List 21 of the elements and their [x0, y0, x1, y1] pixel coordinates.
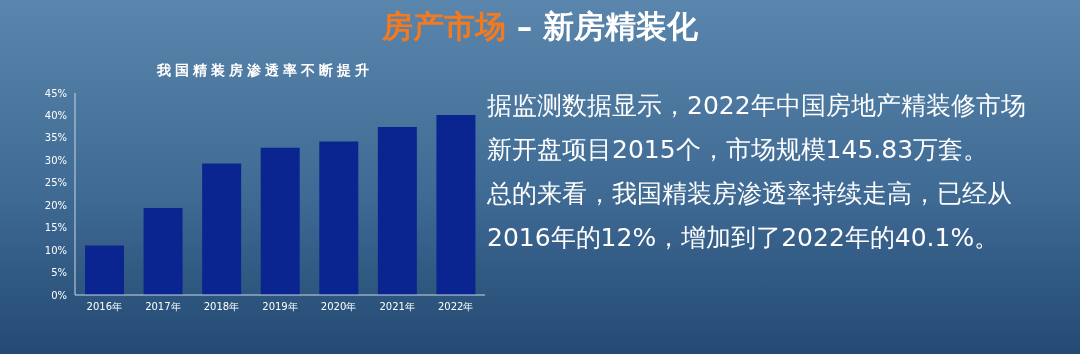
y-tick-label: 35% [44, 132, 67, 144]
x-tick-label: 2017年 [145, 301, 181, 313]
text: 据监测数据显示，2022年中国房地产精装修市场新开盘项目2015个，市场规模145.83万套。 [487, 90, 1027, 166]
y-tick-label: 10% [44, 244, 67, 256]
chart-subtitle: 我国精装房渗透率不断提升 [156, 62, 374, 80]
y-tick-label: 15% [44, 222, 67, 234]
y-tick-label: 30% [44, 154, 67, 166]
y-tick-label: 0% [51, 289, 67, 301]
x-tick-label: 2021年 [379, 301, 415, 313]
y-tick-label: 20% [44, 199, 67, 211]
x-tick-label: 2022年 [437, 301, 474, 313]
x-tick-label: 2020年 [320, 301, 357, 313]
chart-title: 房产市场 – 新房精装化 [381, 8, 699, 44]
x-tick-label: 2018年 [203, 301, 240, 313]
y-tick-label: 40% [44, 109, 67, 121]
text: 总的来看，我国精装房渗透率持续走高，已经从2016年的12%，增加到了2022年的40.1%。 [487, 178, 1013, 254]
y-tick-label: 25% [44, 177, 67, 189]
y-tick-label: 45% [44, 87, 67, 99]
y-tick-label: 5% [51, 267, 67, 279]
x-tick-label: 2019年 [262, 301, 298, 313]
x-tick-label: 2016年 [86, 301, 123, 313]
